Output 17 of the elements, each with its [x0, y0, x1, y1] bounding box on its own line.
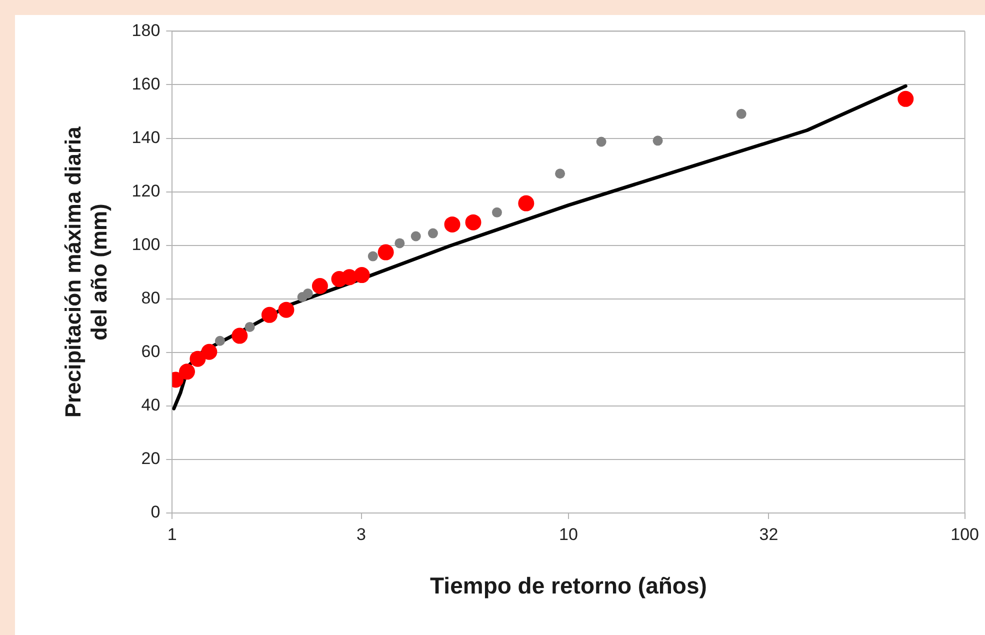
y-tick-label: 120	[132, 181, 160, 200]
y-tick-label: 100	[132, 235, 160, 254]
y-tick-label: 80	[141, 288, 160, 308]
x-tick-label: 32	[759, 524, 778, 544]
x-tick-label: 3	[356, 524, 366, 544]
x-tick-label: 10	[559, 524, 578, 544]
y-tick-label: 0	[150, 502, 160, 522]
x-axis-title: Tiempo de retorno (años)	[430, 572, 707, 599]
y-tick-label: 160	[132, 74, 160, 94]
y-tick-label: 60	[141, 342, 160, 362]
x-tick-label: 1	[167, 524, 177, 544]
y-tick-label: 140	[132, 128, 160, 147]
y-tick-label: 20	[141, 449, 160, 468]
y-axis-title: Precipitación máxima diaria del año (mm)	[60, 126, 112, 418]
y-tick-label: 180	[132, 20, 160, 40]
y-tick-label: 40	[141, 396, 160, 415]
x-tick-label: 100	[950, 524, 980, 544]
